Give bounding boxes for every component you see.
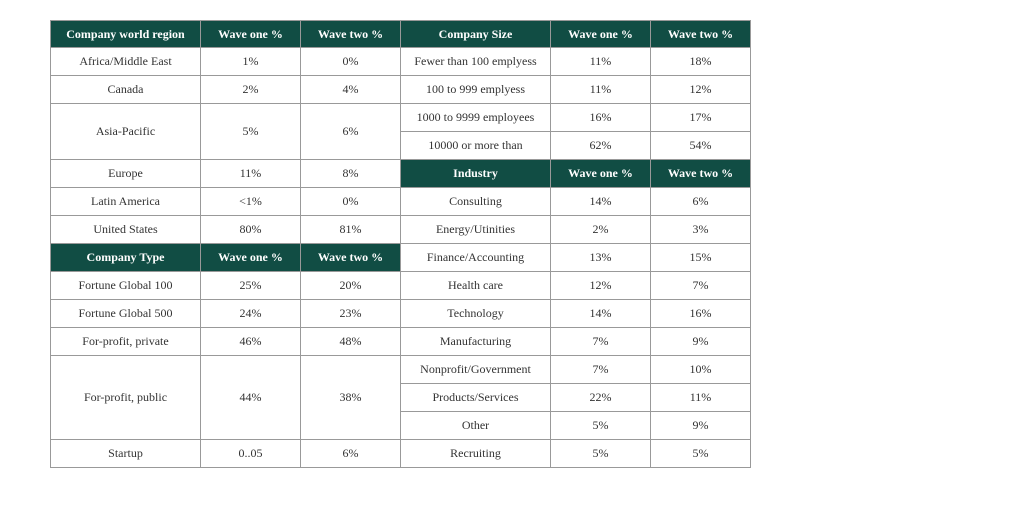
region-label: United States — [51, 216, 201, 244]
region-label: Latin America — [51, 188, 201, 216]
header-wave-one: Wave one % — [551, 160, 651, 188]
type-w1: 46% — [201, 328, 301, 356]
type-w1: 25% — [201, 272, 301, 300]
industry-w2: 9% — [651, 412, 751, 440]
industry-label: Consulting — [401, 188, 551, 216]
type-label: Fortune Global 500 — [51, 300, 201, 328]
header-wave-two: Wave two % — [301, 20, 401, 48]
type-w1: 0..05 — [201, 440, 301, 468]
region-w2: 4% — [301, 76, 401, 104]
region-label: Asia-Pacific — [51, 104, 201, 160]
type-w2: 6% — [301, 440, 401, 468]
type-w1: 44% — [201, 356, 301, 440]
type-label: Startup — [51, 440, 201, 468]
industry-w1: 5% — [551, 412, 651, 440]
size-label: Fewer than 100 emplyess — [401, 48, 551, 76]
region-w2: 0% — [301, 188, 401, 216]
type-w2: 20% — [301, 272, 401, 300]
industry-w1: 2% — [551, 216, 651, 244]
region-label: Africa/Middle East — [51, 48, 201, 76]
header-industry: Industry — [401, 160, 551, 188]
header-wave-one: Wave one % — [551, 20, 651, 48]
industry-w2: 9% — [651, 328, 751, 356]
industry-w2: 15% — [651, 244, 751, 272]
industry-label: Products/Services — [401, 384, 551, 412]
type-w1: 24% — [201, 300, 301, 328]
industry-w2: 5% — [651, 440, 751, 468]
type-label: Fortune Global 100 — [51, 272, 201, 300]
data-table: Company world region Wave one % Wave two… — [50, 20, 974, 468]
region-w2: 8% — [301, 160, 401, 188]
size-w2: 54% — [651, 132, 751, 160]
industry-w1: 14% — [551, 188, 651, 216]
industry-label: Health care — [401, 272, 551, 300]
industry-label: Recruiting — [401, 440, 551, 468]
industry-w1: 22% — [551, 384, 651, 412]
type-label: For-profit, private — [51, 328, 201, 356]
size-w2: 12% — [651, 76, 751, 104]
size-label: 100 to 999 emplyess — [401, 76, 551, 104]
industry-w2: 6% — [651, 188, 751, 216]
region-w2: 6% — [301, 104, 401, 160]
type-label: For-profit, public — [51, 356, 201, 440]
region-w2: 0% — [301, 48, 401, 76]
region-w1: 5% — [201, 104, 301, 160]
region-w2: 81% — [301, 216, 401, 244]
header-wave-one: Wave one % — [201, 244, 301, 272]
header-region: Company world region — [51, 20, 201, 48]
region-w1: 80% — [201, 216, 301, 244]
region-w1: 1% — [201, 48, 301, 76]
type-w2: 23% — [301, 300, 401, 328]
industry-label: Other — [401, 412, 551, 440]
header-wave-two: Wave two % — [651, 20, 751, 48]
region-w1: 2% — [201, 76, 301, 104]
region-w1: <1% — [201, 188, 301, 216]
size-w1: 16% — [551, 104, 651, 132]
region-label: Europe — [51, 160, 201, 188]
size-label: 1000 to 9999 employees — [401, 104, 551, 132]
industry-label: Technology — [401, 300, 551, 328]
size-w1: 11% — [551, 48, 651, 76]
industry-w1: 12% — [551, 272, 651, 300]
size-w1: 62% — [551, 132, 651, 160]
industry-w2: 10% — [651, 356, 751, 384]
header-wave-one: Wave one % — [201, 20, 301, 48]
industry-label: Finance/Accounting — [401, 244, 551, 272]
industry-label: Manufacturing — [401, 328, 551, 356]
size-w2: 17% — [651, 104, 751, 132]
industry-w1: 5% — [551, 440, 651, 468]
industry-w2: 3% — [651, 216, 751, 244]
industry-w1: 13% — [551, 244, 651, 272]
region-label: Canada — [51, 76, 201, 104]
industry-label: Nonprofit/Government — [401, 356, 551, 384]
size-label: 10000 or more than — [401, 132, 551, 160]
header-size: Company Size — [401, 20, 551, 48]
type-w2: 38% — [301, 356, 401, 440]
type-w2: 48% — [301, 328, 401, 356]
industry-label: Energy/Utinities — [401, 216, 551, 244]
industry-w1: 7% — [551, 328, 651, 356]
size-w1: 11% — [551, 76, 651, 104]
industry-w1: 7% — [551, 356, 651, 384]
industry-w2: 7% — [651, 272, 751, 300]
region-w1: 11% — [201, 160, 301, 188]
header-wave-two: Wave two % — [651, 160, 751, 188]
header-wave-two: Wave two % — [301, 244, 401, 272]
size-w2: 18% — [651, 48, 751, 76]
industry-w2: 16% — [651, 300, 751, 328]
industry-w2: 11% — [651, 384, 751, 412]
industry-w1: 14% — [551, 300, 651, 328]
header-type: Company Type — [51, 244, 201, 272]
